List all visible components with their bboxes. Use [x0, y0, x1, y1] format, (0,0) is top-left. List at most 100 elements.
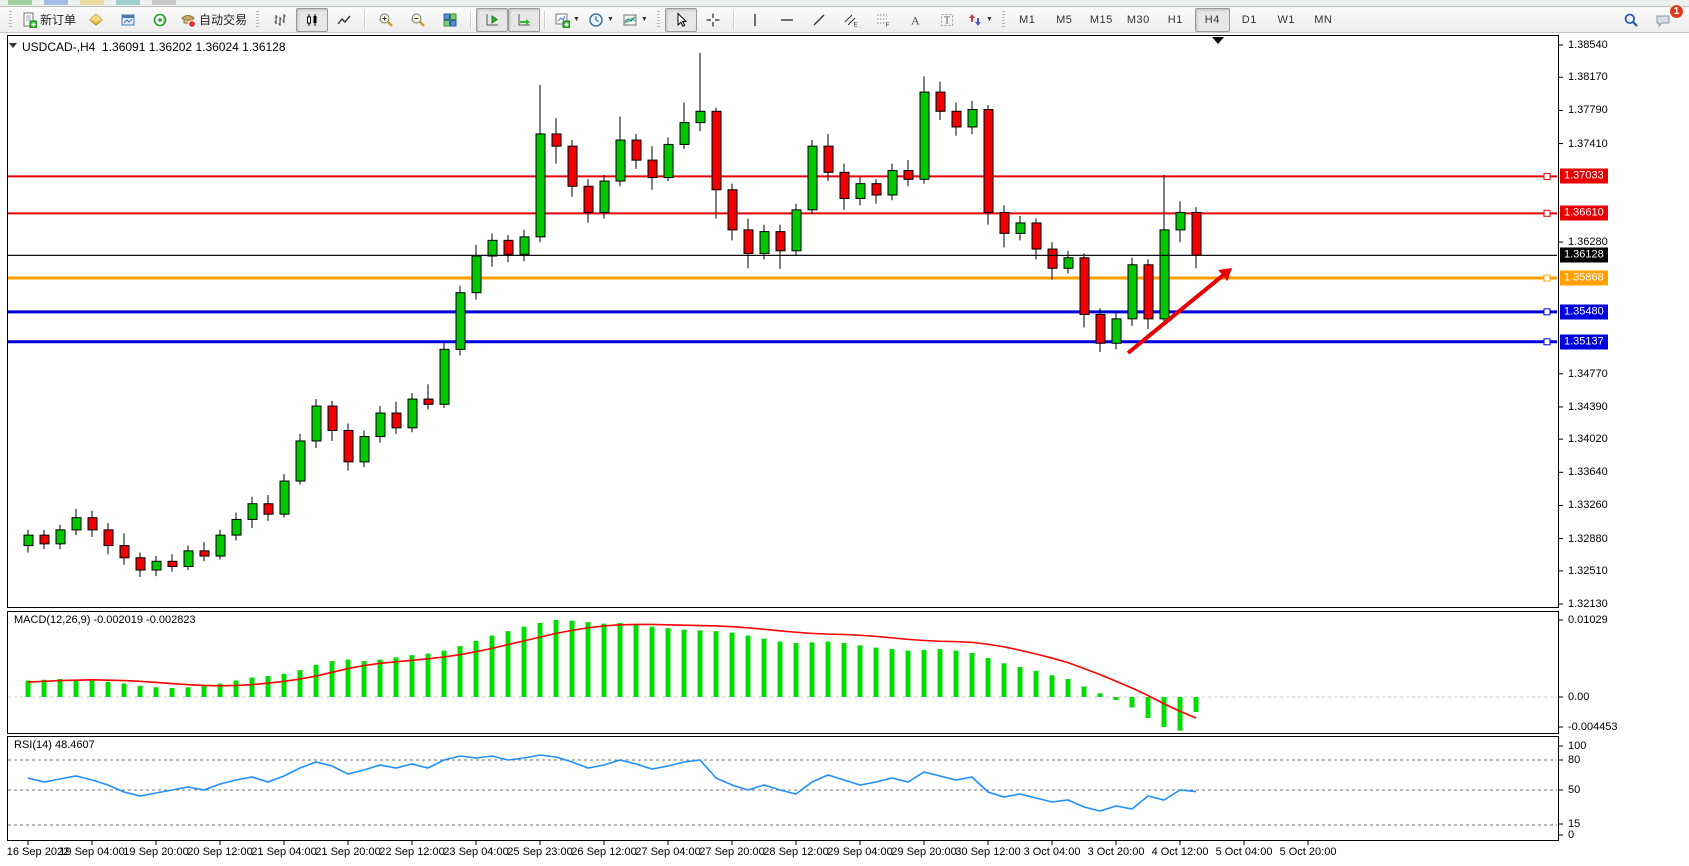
tile-windows-icon	[443, 13, 457, 26]
one-click-trading-toggle[interactable]	[9, 43, 17, 48]
new-order-label: 新订单	[40, 13, 77, 27]
periods-button[interactable]: ▼	[584, 8, 618, 32]
signals-button[interactable]	[144, 8, 176, 32]
toolbar-separator	[732, 10, 735, 29]
timeframe-D1[interactable]: D1	[1241, 13, 1257, 26]
line-chart-icon	[337, 15, 351, 24]
autotrading-button[interactable]: 自动交易	[176, 8, 251, 32]
arrows-button[interactable]: ▼	[963, 8, 997, 32]
autotrading-icon	[181, 14, 196, 28]
horizontal-line-button[interactable]	[771, 8, 803, 32]
rsi-panel[interactable]	[7, 736, 1559, 841]
zoom-in-button[interactable]	[370, 8, 402, 32]
fibonacci-icon: F	[876, 14, 889, 28]
chevron-down-icon: ▼	[573, 16, 580, 23]
zoom-out-icon	[411, 13, 425, 27]
text-label-icon: T	[940, 13, 953, 26]
equidistant-channel-button[interactable]: E	[835, 8, 867, 32]
metaeditor-icon	[89, 12, 103, 26]
toolbar-separator	[544, 10, 547, 29]
notifications-button[interactable]: 1	[1647, 3, 1684, 32]
cutoff-icon-fragment	[116, 0, 140, 5]
macd-panel[interactable]	[7, 611, 1559, 734]
text-button[interactable]: A	[899, 8, 931, 32]
cutoff-icon-fragment	[44, 0, 68, 5]
text-icon: A	[911, 13, 920, 27]
cutoff-icon-fragment	[8, 0, 32, 5]
symbol-period-label: USDCAD-,H4	[22, 40, 96, 54]
ohlc-values: 1.36091 1.36202 1.36024 1.36128	[102, 40, 286, 54]
toolbar-grip[interactable]	[256, 10, 260, 29]
auto-scroll-button[interactable]	[508, 7, 541, 32]
candlestick-chart-icon	[307, 13, 317, 26]
new-order-icon	[23, 12, 37, 28]
chat-bubble-icon	[1656, 15, 1670, 27]
timeframe-M5[interactable]: M5	[1056, 13, 1073, 26]
cutoff-icon-fragment	[80, 0, 104, 5]
candlestick-chart-button[interactable]	[296, 7, 329, 32]
zoom-in-icon	[379, 13, 393, 27]
rsi-indicator-label: RSI(14) 48.4607	[14, 739, 95, 751]
timeframe-M30[interactable]: M30	[1126, 13, 1150, 26]
auto-scroll-icon	[518, 13, 531, 25]
templates-button[interactable]: ▼	[618, 8, 652, 32]
autotrading-label: 自动交易	[199, 13, 248, 27]
horizontal-line-icon	[780, 18, 793, 21]
timeframe-H4[interactable]: H4	[1194, 7, 1230, 32]
trendline-icon	[813, 14, 825, 25]
crosshair-icon	[706, 13, 720, 26]
crosshair-button[interactable]	[697, 8, 729, 32]
zoom-out-button[interactable]	[402, 8, 434, 32]
search-button[interactable]	[1615, 8, 1647, 32]
timeframe-H1[interactable]: H1	[1167, 13, 1183, 26]
tile-windows-button[interactable]	[434, 8, 466, 32]
chart-shift-icon	[486, 13, 499, 25]
cursor-button[interactable]	[664, 7, 697, 32]
equidistant-channel-icon: E	[844, 14, 857, 28]
new-chart-icon	[555, 13, 571, 28]
search-icon	[1624, 13, 1638, 27]
toolbar: 新订单 自动交易 ▼	[0, 3, 1689, 33]
toolbar-grip[interactable]	[656, 10, 660, 29]
cutoff-icon-fragment	[152, 0, 176, 5]
toolbar-grip[interactable]	[9, 10, 12, 29]
chevron-down-icon: ▼	[606, 16, 614, 23]
terminal-button[interactable]	[112, 8, 144, 32]
terminal-icon	[121, 14, 135, 25]
timeframe-M1[interactable]: M1	[1019, 13, 1036, 26]
bar-chart-button[interactable]	[264, 8, 296, 32]
chevron-down-icon: ▼	[985, 16, 993, 23]
svg-text:A: A	[911, 13, 920, 27]
new-chart-button[interactable]: ▼	[550, 8, 584, 32]
notification-badge: 1	[1669, 3, 1684, 19]
vertical-line-button[interactable]	[739, 8, 771, 32]
macd-indicator-label: MACD(12,26,9) -0.002019 -0.002823	[14, 614, 196, 626]
svg-text:F: F	[885, 23, 889, 28]
bar-chart-icon	[274, 13, 286, 26]
line-chart-button[interactable]	[328, 8, 360, 32]
fibonacci-button[interactable]: F	[867, 8, 899, 32]
timeframe-MN[interactable]: MN	[1314, 13, 1333, 26]
toolbar-grip[interactable]	[1001, 10, 1005, 29]
chart-shift-button[interactable]	[476, 7, 509, 32]
text-label-button[interactable]: T	[931, 8, 963, 32]
main-chart-panel[interactable]	[7, 35, 1559, 608]
template-icon	[623, 14, 637, 25]
svg-text:E: E	[853, 22, 857, 28]
clock-icon	[589, 12, 603, 27]
svg-text:T: T	[944, 15, 950, 26]
cursor-icon	[677, 11, 687, 27]
timeframe-W1[interactable]: W1	[1277, 13, 1296, 26]
vertical-line-icon	[754, 13, 756, 26]
trendline-button[interactable]	[803, 8, 835, 32]
window-top-strip	[0, 0, 1689, 7]
timeframe-M15[interactable]: M15	[1089, 13, 1113, 26]
signals-icon	[153, 13, 167, 26]
arrows-icon	[968, 13, 981, 26]
metaeditor-button[interactable]	[80, 8, 112, 32]
toolbar-separator	[364, 10, 367, 29]
chevron-down-icon: ▼	[640, 16, 648, 23]
new-order-button[interactable]: 新订单	[17, 8, 80, 32]
timeframe-bar: M1 M5 M15 M30 H1 H4 D1 W1 MN	[1010, 7, 1341, 32]
chart-title: USDCAD-,H4 1.36091 1.36202 1.36024 1.361…	[22, 40, 286, 54]
